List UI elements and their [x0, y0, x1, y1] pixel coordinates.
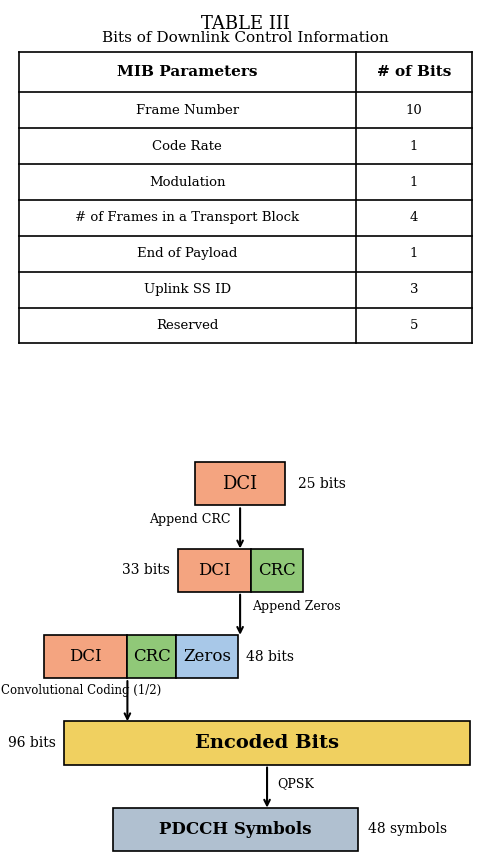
Text: Append CRC: Append CRC: [149, 513, 230, 526]
Text: 48 bits: 48 bits: [246, 650, 294, 664]
Text: 33 bits: 33 bits: [122, 563, 171, 577]
Text: Modulation: Modulation: [149, 175, 225, 188]
Text: Append Zeros: Append Zeros: [252, 600, 341, 613]
Text: CRC: CRC: [133, 648, 171, 665]
Text: Encoded Bits: Encoded Bits: [195, 734, 339, 752]
Text: DCI: DCI: [222, 475, 258, 492]
Bar: [251, 549, 302, 592]
Text: 3: 3: [410, 283, 418, 296]
Bar: [127, 635, 176, 678]
Bar: [44, 635, 127, 678]
Text: # of Bits: # of Bits: [377, 65, 451, 79]
Text: End of Payload: End of Payload: [137, 247, 237, 260]
Text: 48 symbols: 48 symbols: [368, 823, 446, 836]
Text: DCI: DCI: [70, 648, 102, 665]
Text: 4: 4: [410, 212, 418, 225]
Text: Frame Number: Frame Number: [136, 104, 239, 117]
Text: TABLE III: TABLE III: [200, 16, 290, 33]
Text: Bits of Downlink Control Information: Bits of Downlink Control Information: [101, 31, 389, 45]
Bar: [176, 635, 238, 678]
Text: 96 bits: 96 bits: [8, 736, 56, 750]
Text: Code Rate: Code Rate: [152, 140, 222, 153]
Text: Reserved: Reserved: [156, 319, 219, 332]
Text: CRC: CRC: [258, 562, 296, 579]
Text: # of Frames in a Transport Block: # of Frames in a Transport Block: [75, 212, 299, 225]
Text: QPSK: QPSK: [277, 777, 314, 790]
Text: Zeros: Zeros: [183, 648, 231, 665]
Text: 1: 1: [410, 140, 418, 153]
Text: DCI: DCI: [198, 562, 231, 579]
Text: MIB Parameters: MIB Parameters: [117, 65, 257, 79]
Text: Convolutional Coding (1/2): Convolutional Coding (1/2): [1, 683, 161, 696]
Bar: [195, 462, 285, 505]
Bar: [177, 549, 251, 592]
Text: 1: 1: [410, 175, 418, 188]
Text: 1: 1: [410, 247, 418, 260]
Bar: [113, 808, 358, 851]
Text: Uplink SS ID: Uplink SS ID: [144, 283, 231, 296]
Text: 5: 5: [410, 319, 418, 332]
Bar: [64, 721, 470, 765]
Text: 10: 10: [405, 104, 422, 117]
Text: PDCCH Symbols: PDCCH Symbols: [159, 821, 312, 838]
Text: 25 bits: 25 bits: [298, 477, 345, 491]
